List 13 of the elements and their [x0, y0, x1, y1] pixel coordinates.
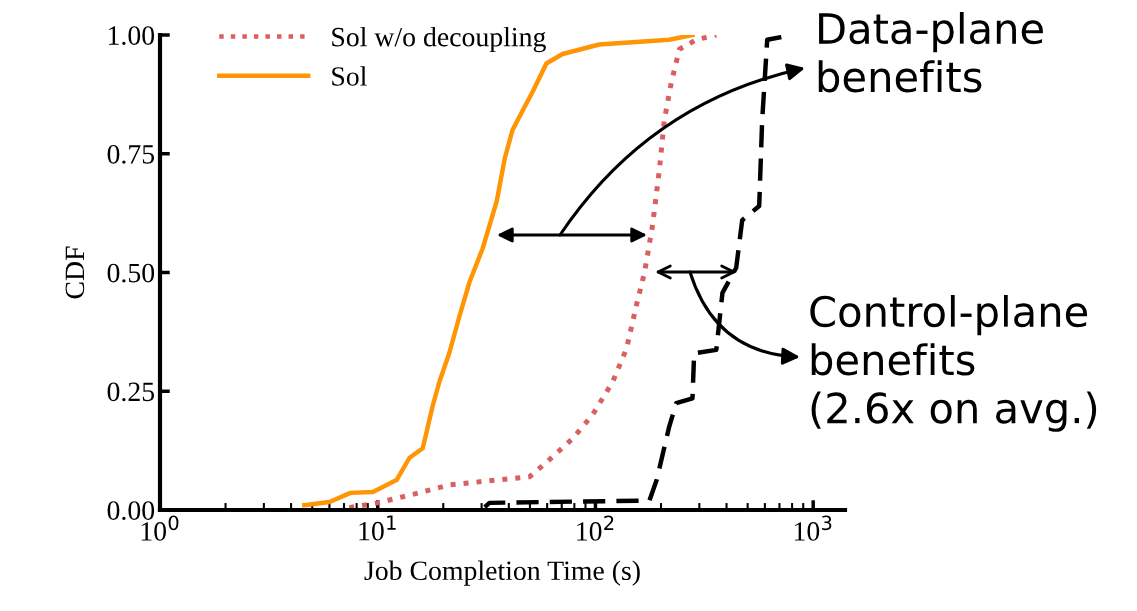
annotation: Control-plane benefits (2.6x on avg.) [810, 295, 1097, 432]
y-axis-title: CDF [65, 246, 85, 299]
x-axis-title: Job Completion Time (s) [364, 560, 640, 586]
x-tick-label: 10$^{1}$ [359, 515, 396, 541]
x-tick-label: 10$^{2}$ [577, 515, 614, 541]
annotation: Data-plane benefits [818, 12, 1043, 93]
legend-label: Sol [332, 66, 367, 86]
y-tick-label: 0.50 [107, 263, 155, 283]
y-tick-label: 1.00 [108, 26, 155, 46]
y-tick-label: 0.75 [107, 144, 155, 164]
y-tick-label: 0.25 [107, 382, 155, 402]
x-tick-label: 10$^{3}$ [794, 515, 832, 541]
legend-label: Sol w/o decoupling [332, 26, 546, 53]
